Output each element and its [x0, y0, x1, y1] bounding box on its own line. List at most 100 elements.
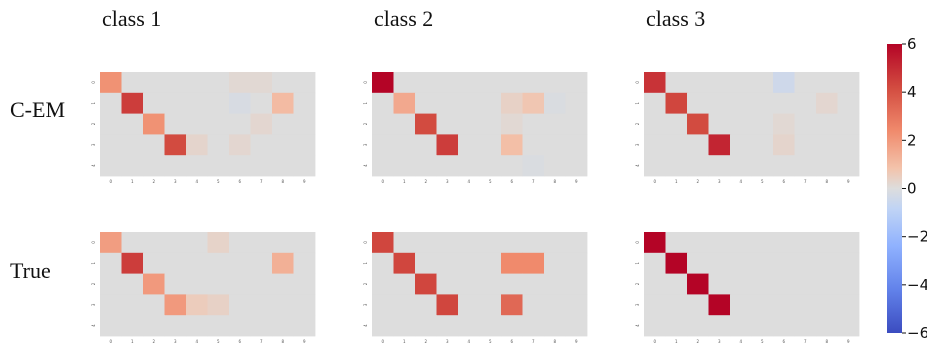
heatmap-cell — [794, 252, 817, 274]
heatmap-cell — [665, 315, 688, 337]
heatmap-cell — [751, 113, 774, 135]
heatmap-cell — [100, 92, 122, 114]
x-tick-label: 5 — [217, 179, 220, 184]
heatmap-cell — [436, 72, 459, 94]
heatmap-cell — [479, 72, 502, 94]
heatmap-cell — [229, 92, 251, 114]
heatmap-cell — [372, 134, 394, 156]
y-tick-label: 1 — [363, 261, 368, 264]
heatmap-cell — [186, 155, 208, 177]
heatmap-cell — [229, 113, 251, 135]
heatmap-cell — [121, 155, 144, 177]
y-tick-label: 4 — [635, 324, 640, 327]
heatmap-cell — [372, 72, 394, 94]
y-tick-label: 2 — [91, 122, 96, 125]
heatmap-cell — [837, 315, 860, 337]
heatmap-cell — [816, 232, 838, 254]
x-tick-label: 7 — [532, 179, 535, 184]
y-tick-label: 2 — [635, 122, 640, 125]
heatmap-cell — [100, 72, 122, 94]
x-tick-label: 3 — [718, 179, 721, 184]
x-tick-label: 2 — [424, 339, 427, 343]
heatmap-cell — [229, 294, 251, 316]
col-title-class-3: class 3 — [646, 6, 705, 31]
x-tick-label: 9 — [303, 339, 306, 343]
x-tick-label: 8 — [553, 339, 556, 343]
x-tick-label: 7 — [260, 339, 263, 343]
heatmap-cell — [293, 113, 316, 135]
heatmap-cell — [164, 134, 187, 156]
heatmap-cell — [100, 155, 122, 177]
heatmap-cell — [186, 315, 208, 337]
y-tick-label: 2 — [363, 282, 368, 285]
heatmap-cell — [186, 134, 208, 156]
heatmap-cell — [436, 252, 459, 274]
heatmap-cell — [293, 273, 316, 295]
x-tick-label: 0 — [381, 339, 384, 343]
x-tick-label: 9 — [847, 339, 850, 343]
heatmap-cell — [644, 134, 666, 156]
col-title-class-1: class 1 — [102, 6, 161, 31]
heatmap-cell — [522, 92, 545, 114]
heatmap-cell — [773, 273, 795, 295]
heatmap-cell — [837, 92, 860, 114]
x-tick-label: 8 — [825, 339, 828, 343]
heatmap-cell — [544, 92, 566, 114]
heatmap-cell — [143, 273, 165, 295]
heatmap-cell — [293, 252, 316, 274]
heatmap-cell — [751, 134, 774, 156]
heatmap-cell — [565, 232, 588, 254]
heatmap-cell — [272, 273, 294, 295]
heatmap-cell — [186, 72, 208, 94]
heatmap-cell — [393, 232, 416, 254]
heatmap-cell — [121, 92, 144, 114]
heatmap-cell — [250, 134, 273, 156]
heatmap-cell — [816, 92, 838, 114]
heatmap-cell — [565, 294, 588, 316]
heatmap-panel: 0 1 2 3 4 5 6 7 8 9 0 1 2 3 4 — [363, 72, 588, 184]
heatmap-cell — [372, 155, 394, 177]
heatmap-cell — [100, 232, 122, 254]
heatmap-panel: 0 1 2 3 4 5 6 7 8 9 0 1 2 3 4 — [635, 232, 860, 343]
heatmap-cell — [458, 155, 480, 177]
heatmap-cell — [121, 294, 144, 316]
heatmap-cell — [665, 134, 688, 156]
heatmap-cell — [164, 72, 187, 94]
heatmap-cell — [143, 72, 165, 94]
heatmap-cell — [751, 72, 774, 94]
x-tick-label: 7 — [804, 339, 807, 343]
heatmap-cell — [708, 294, 731, 316]
heatmap-cell — [372, 92, 394, 114]
heatmap-cell — [644, 92, 666, 114]
heatmap-cell — [415, 72, 437, 94]
heatmap-cell — [644, 294, 666, 316]
heatmap-cell — [415, 92, 437, 114]
x-tick-label: 4 — [739, 339, 742, 343]
heatmap-cell — [229, 134, 251, 156]
heatmap-cell — [100, 134, 122, 156]
heatmap-cell — [207, 92, 230, 114]
heatmap-cell — [522, 232, 545, 254]
heatmap-cell — [143, 252, 165, 274]
heatmap-cell — [816, 134, 838, 156]
heatmap-cell — [272, 315, 294, 337]
heatmap-cell — [501, 252, 523, 274]
heatmap-cell — [644, 315, 666, 337]
heatmap-cell — [544, 113, 566, 135]
heatmap-cell — [479, 113, 502, 135]
x-tick-label: 5 — [761, 339, 764, 343]
y-tick-label: 2 — [363, 122, 368, 125]
row-label-c-em: C-EM — [10, 97, 65, 122]
y-tick-label: 1 — [363, 101, 368, 104]
y-tick-label: 0 — [363, 81, 368, 84]
heatmap-cell — [164, 294, 187, 316]
heatmap-cell — [794, 315, 817, 337]
heatmap-cell — [436, 273, 459, 295]
x-tick-label: 1 — [131, 179, 134, 184]
heatmap-cell — [816, 315, 838, 337]
heatmap-cell — [479, 252, 502, 274]
colorbar-tick-label: 2 — [907, 131, 917, 149]
heatmap-cell — [708, 92, 731, 114]
heatmap-cell — [479, 134, 502, 156]
heatmap-cell — [544, 294, 566, 316]
